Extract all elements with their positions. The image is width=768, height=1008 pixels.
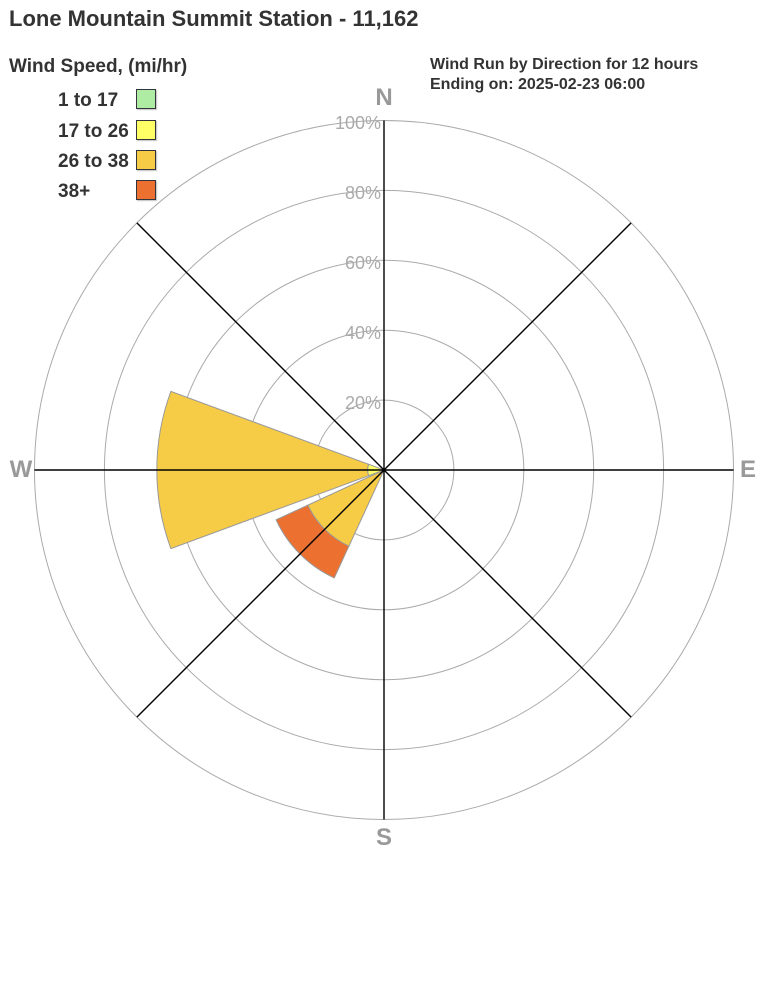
svg-text:100%: 100% — [335, 113, 381, 133]
svg-text:W: W — [10, 456, 33, 483]
svg-text:40%: 40% — [345, 323, 381, 343]
svg-text:60%: 60% — [345, 253, 381, 273]
svg-text:20%: 20% — [345, 393, 381, 413]
svg-text:N: N — [375, 84, 392, 111]
svg-text:S: S — [376, 824, 392, 851]
svg-text:E: E — [740, 456, 756, 483]
svg-text:80%: 80% — [345, 183, 381, 203]
